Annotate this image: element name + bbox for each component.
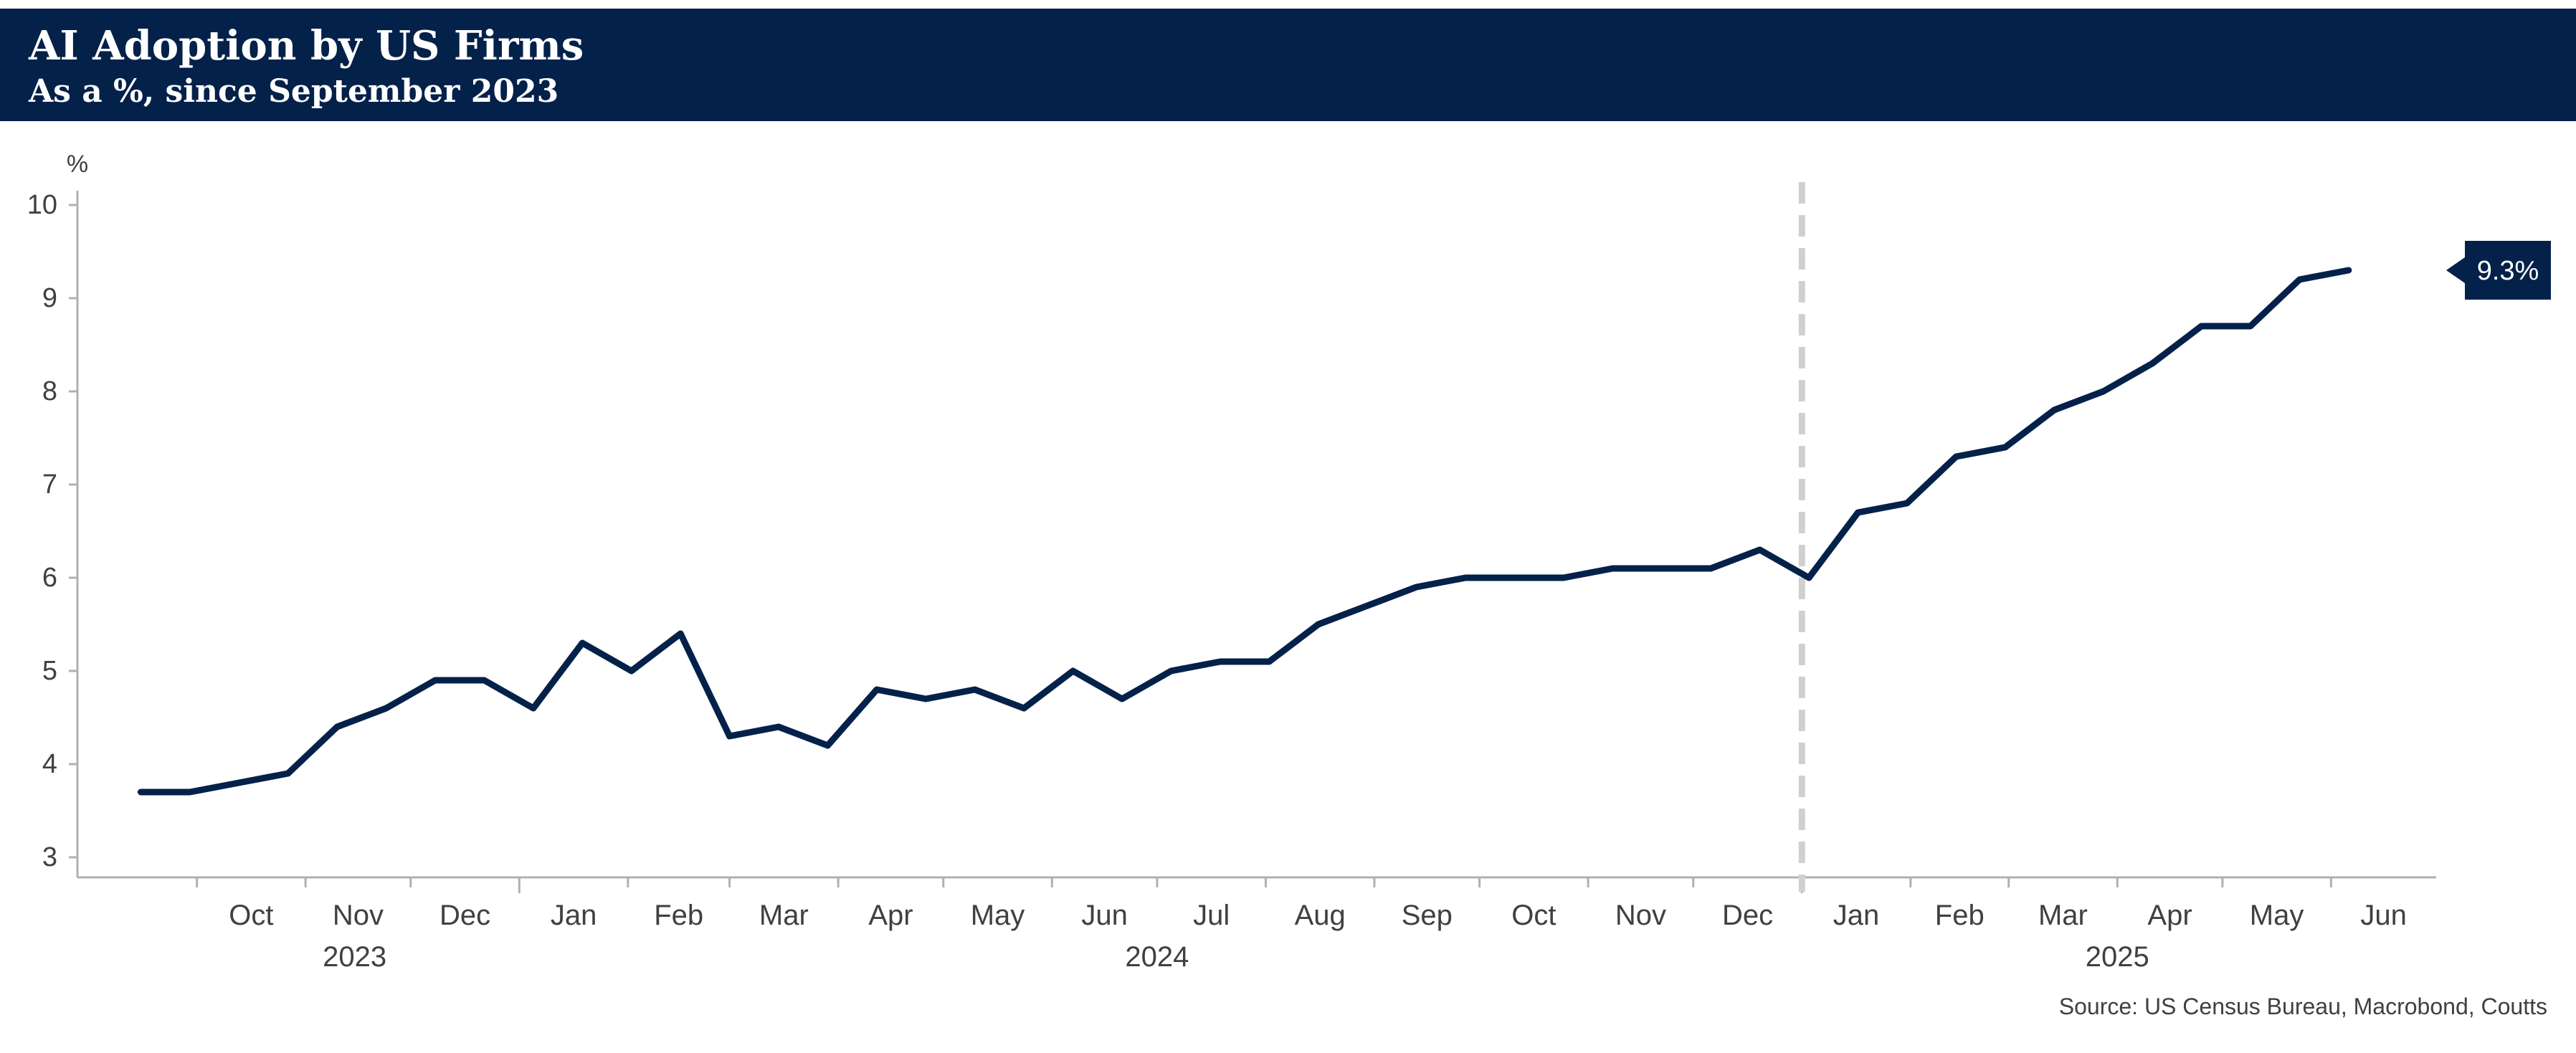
end-value-callout: 9.3% bbox=[2446, 241, 2551, 300]
x-month-label: Dec bbox=[439, 900, 490, 931]
chart-title: AI Adoption by US Firms bbox=[29, 22, 584, 70]
x-month-label: Jan bbox=[551, 900, 597, 931]
x-month-label: Nov bbox=[1615, 900, 1666, 931]
chart-header: AI Adoption by US Firms As a %, since Se… bbox=[0, 9, 2576, 121]
x-month-label: Apr bbox=[2147, 900, 2192, 931]
y-tick-label: 5 bbox=[42, 656, 57, 686]
y-tick-label: 7 bbox=[42, 470, 57, 500]
x-month-label: Sep bbox=[1402, 900, 1453, 931]
y-axis: 3 4 5 6 7 8 9 10 bbox=[27, 190, 79, 877]
y-tick-label: 10 bbox=[27, 190, 57, 220]
x-month-label: Jan bbox=[1833, 900, 1880, 931]
x-month-label: May bbox=[971, 900, 1025, 931]
x-year-label: 2025 bbox=[2086, 941, 2149, 973]
y-tick-label: 3 bbox=[42, 842, 57, 872]
x-month-label: Feb bbox=[654, 900, 703, 931]
x-month-label: Dec bbox=[1722, 900, 1773, 931]
y-axis-unit-label: % bbox=[67, 151, 88, 178]
y-tick-label: 6 bbox=[42, 563, 57, 593]
x-month-label: Oct bbox=[1511, 900, 1556, 931]
y-tick-label: 4 bbox=[42, 749, 57, 779]
x-month-label: Jun bbox=[2360, 900, 2407, 931]
series-line bbox=[137, 267, 2352, 796]
end-value-label: 9.3% bbox=[2477, 256, 2539, 286]
end-value-box bbox=[2446, 241, 2551, 300]
x-year-label: 2024 bbox=[1125, 941, 1189, 973]
x-month-label: Jun bbox=[1081, 900, 1128, 931]
x-month-label: Mar bbox=[2038, 900, 2088, 931]
x-month-label: Jul bbox=[1193, 900, 1230, 931]
chart-subtitle: As a %, since September 2023 bbox=[29, 73, 559, 110]
x-month-label: Mar bbox=[759, 900, 809, 931]
x-month-label: Feb bbox=[1935, 900, 1985, 931]
source-note: Source: US Census Bureau, Macrobond, Cou… bbox=[2058, 994, 2547, 1019]
x-month-label: Oct bbox=[229, 900, 273, 931]
x-axis: Oct Nov Dec Jan Feb Mar Apr May Jun Jul Aug Sep Oct N… bbox=[77, 876, 2436, 973]
y-tick-label: 8 bbox=[42, 376, 57, 406]
x-month-label: Apr bbox=[868, 900, 913, 931]
series-group bbox=[137, 267, 2352, 796]
x-month-label: May bbox=[2250, 900, 2304, 931]
x-year-label: 2023 bbox=[323, 941, 386, 973]
x-month-label: Aug bbox=[1295, 900, 1346, 931]
y-tick-label: 9 bbox=[42, 283, 57, 313]
x-month-label: Nov bbox=[333, 900, 384, 931]
